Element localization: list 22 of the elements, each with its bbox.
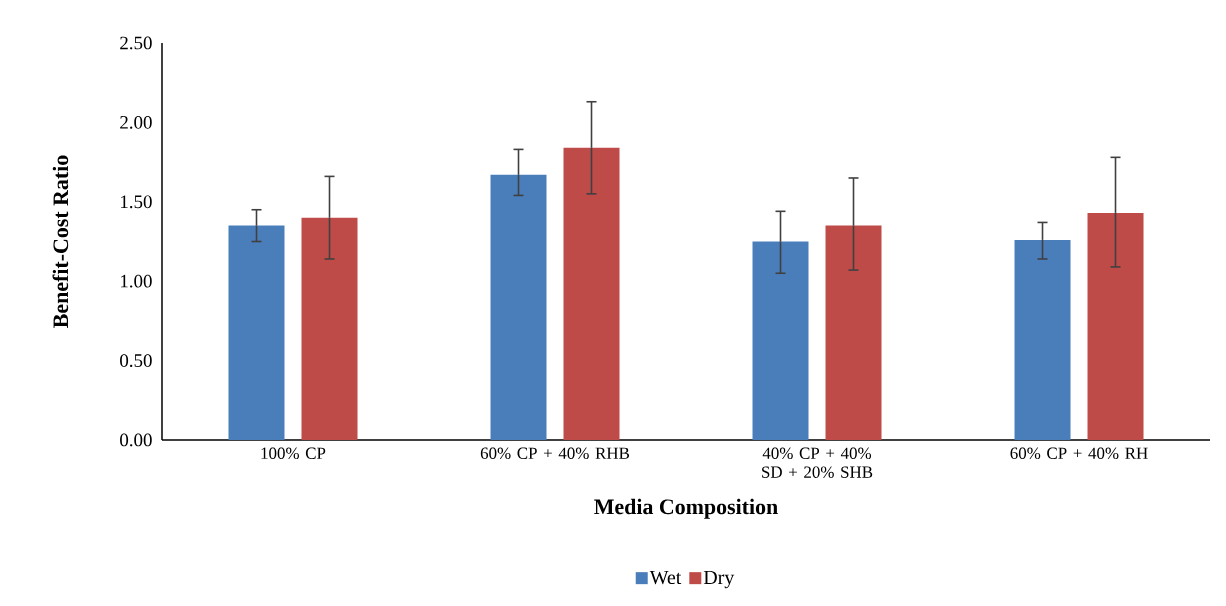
bar: [490, 174, 547, 440]
x-tick-label: 60% CP + 40% RHB: [480, 447, 630, 459]
bar: [1014, 239, 1071, 440]
bar: [228, 225, 285, 440]
y-tick-label: 0.50: [120, 354, 152, 368]
legend-label: Dry: [703, 570, 735, 589]
x-axis-title: Media Composition: [594, 498, 778, 519]
y-tick-label: 2.50: [120, 36, 152, 50]
bar: [301, 217, 358, 440]
y-tick-label: 1.00: [121, 274, 152, 288]
y-tick-label: 2.00: [120, 115, 152, 129]
x-tick-label: 100% CP: [261, 447, 326, 459]
bar: [1087, 212, 1144, 440]
y-tick-label: 1.50: [121, 195, 152, 209]
y-tick-label: 0.00: [120, 433, 152, 447]
x-tick-label: 60% CP + 40% RH: [1010, 447, 1148, 459]
bar: [825, 225, 882, 440]
legend-label: Wet: [649, 570, 682, 585]
bar: [752, 241, 809, 440]
bar: [563, 147, 620, 440]
x-tick-label: 40% CP + 40% SD + 20% SHB: [762, 447, 873, 478]
y-axis-title: Benefit-Cost Ratio: [52, 155, 69, 328]
